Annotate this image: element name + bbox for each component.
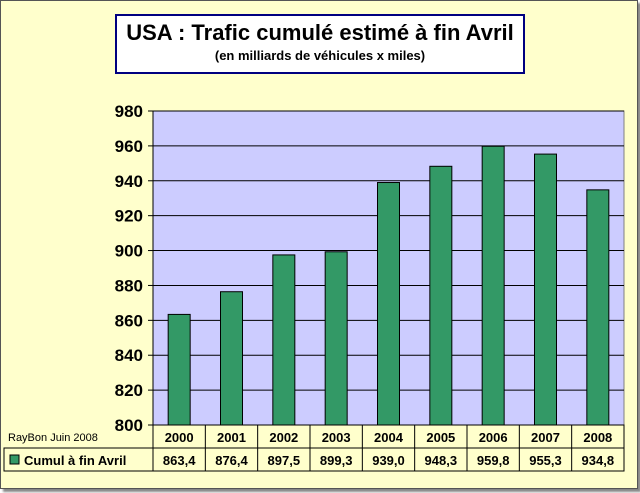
title-box: USA : Trafic cumulé estimé à fin Avril (… xyxy=(115,14,525,74)
y-tick-label: 900 xyxy=(115,242,143,261)
x-tick-label: 2005 xyxy=(426,430,455,445)
table-values-row xyxy=(3,447,625,472)
x-tick-label: 2007 xyxy=(531,430,560,445)
data-label: 959,8 xyxy=(477,453,510,468)
y-tick-label: 800 xyxy=(115,416,143,435)
y-tick-label: 920 xyxy=(115,207,143,226)
y-tick-label: 880 xyxy=(115,276,143,295)
data-label: 948,3 xyxy=(425,453,458,468)
credit-text: RayBon Juin 2008 xyxy=(8,432,98,444)
y-tick-label: 980 xyxy=(115,102,143,121)
bar-2006 xyxy=(481,145,505,426)
bar-2000 xyxy=(167,313,191,426)
y-tick-label: 940 xyxy=(115,172,143,191)
data-label: 899,3 xyxy=(320,453,353,468)
bar-2003 xyxy=(324,251,348,426)
chart-subtitle: (en milliards de véhicules x miles) xyxy=(214,48,426,63)
y-tick-label: 840 xyxy=(115,346,143,365)
x-tick-label: 2002 xyxy=(269,430,298,445)
legend-swatch xyxy=(9,454,20,465)
bar-2007 xyxy=(534,153,557,426)
bar-2005 xyxy=(429,165,453,426)
data-table: 2000 863,4 2001 876,4 2002 897,5 2003 899,3 2004… xyxy=(3,424,625,472)
bar-2001 xyxy=(220,291,243,426)
data-label: 897,5 xyxy=(268,453,301,468)
chart-title: USA : Trafic cumulé estimé à fin Avril xyxy=(126,20,514,45)
x-tick-label: 2003 xyxy=(322,430,351,445)
data-label: 955,3 xyxy=(529,453,562,468)
data-label: 876,4 xyxy=(215,453,248,468)
x-tick-label: 2008 xyxy=(583,430,612,445)
bars xyxy=(167,145,610,426)
x-tick-label: 2000 xyxy=(165,430,194,445)
y-tick-label: 860 xyxy=(115,311,143,330)
y-tick-label: 960 xyxy=(115,137,143,156)
x-tick-label: 2004 xyxy=(374,430,404,445)
bar-2002 xyxy=(272,254,296,426)
data-label: 934,8 xyxy=(582,453,615,468)
x-tick-label: 2006 xyxy=(479,430,508,445)
y-tick-label: 820 xyxy=(115,381,143,400)
x-tick-label: 2001 xyxy=(217,430,246,445)
data-label: 863,4 xyxy=(163,453,196,468)
legend-series-name: Cumul à fin Avril xyxy=(24,453,126,468)
y-axis-ticks: 800 820 840 860 880 900 920 940 960 980 xyxy=(115,102,154,435)
data-label: 939,0 xyxy=(372,453,405,468)
bar-2004 xyxy=(377,182,400,426)
bar-2008 xyxy=(586,189,610,426)
